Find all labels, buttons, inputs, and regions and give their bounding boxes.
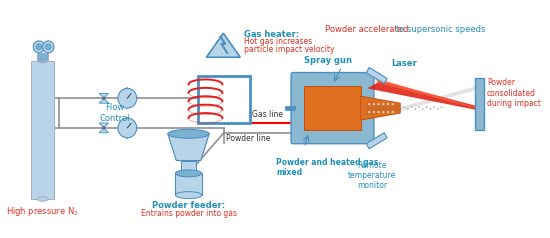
- Text: Hot gas increases: Hot gas increases: [244, 37, 312, 46]
- Bar: [181, 160, 196, 175]
- Circle shape: [118, 118, 137, 138]
- Circle shape: [399, 108, 401, 110]
- Ellipse shape: [175, 192, 202, 198]
- Circle shape: [118, 88, 137, 108]
- Text: particle impact velocity: particle impact velocity: [244, 45, 334, 54]
- Circle shape: [377, 111, 380, 113]
- Circle shape: [103, 127, 105, 129]
- Circle shape: [43, 41, 54, 53]
- Bar: [37, 53, 48, 61]
- Ellipse shape: [168, 129, 209, 138]
- Polygon shape: [366, 133, 387, 149]
- Bar: [126, 87, 128, 109]
- Circle shape: [418, 106, 420, 108]
- Text: Gas heater:: Gas heater:: [244, 30, 299, 39]
- Circle shape: [382, 111, 384, 113]
- Bar: [126, 117, 128, 139]
- Circle shape: [368, 103, 370, 105]
- Text: Powder feeder:: Powder feeder:: [152, 201, 225, 210]
- Polygon shape: [377, 79, 477, 109]
- Circle shape: [422, 108, 424, 110]
- Circle shape: [382, 103, 384, 105]
- Circle shape: [392, 103, 394, 105]
- Ellipse shape: [37, 59, 48, 63]
- Bar: [198, 75, 250, 123]
- Circle shape: [430, 108, 431, 110]
- Polygon shape: [361, 96, 400, 120]
- Circle shape: [36, 44, 42, 50]
- Text: Gas line: Gas line: [251, 110, 283, 119]
- Ellipse shape: [175, 170, 202, 177]
- Circle shape: [373, 111, 375, 113]
- Circle shape: [387, 103, 389, 105]
- Polygon shape: [99, 93, 108, 98]
- Polygon shape: [99, 123, 108, 128]
- Polygon shape: [99, 128, 108, 133]
- Text: Powder
consolidated
during impact: Powder consolidated during impact: [487, 78, 541, 108]
- Text: to supersonic speeds: to supersonic speeds: [397, 25, 486, 34]
- Circle shape: [368, 111, 370, 113]
- Text: Powder accelerated: Powder accelerated: [325, 25, 411, 34]
- Circle shape: [387, 111, 389, 113]
- Text: Spray gun: Spray gun: [304, 56, 352, 65]
- Text: Entrains powder into gas: Entrains powder into gas: [140, 209, 236, 218]
- Circle shape: [437, 108, 439, 110]
- Polygon shape: [367, 79, 477, 110]
- Circle shape: [426, 106, 427, 108]
- Circle shape: [377, 103, 380, 105]
- Bar: [175, 173, 202, 195]
- Polygon shape: [99, 98, 108, 103]
- Text: Powder line: Powder line: [226, 134, 270, 143]
- Bar: [285, 106, 295, 110]
- Circle shape: [33, 41, 45, 53]
- Bar: [304, 86, 361, 130]
- Circle shape: [410, 106, 412, 108]
- Text: Remote
temperature
monitor: Remote temperature monitor: [348, 160, 396, 190]
- Circle shape: [414, 108, 416, 110]
- Ellipse shape: [37, 197, 48, 201]
- Polygon shape: [365, 101, 399, 115]
- Polygon shape: [168, 134, 209, 160]
- Circle shape: [392, 111, 394, 113]
- Circle shape: [373, 103, 375, 105]
- Circle shape: [46, 44, 51, 50]
- Text: Flow
Control: Flow Control: [100, 103, 130, 123]
- Bar: [31, 61, 54, 199]
- Circle shape: [103, 97, 105, 99]
- Circle shape: [433, 106, 435, 108]
- Text: Laser: Laser: [391, 59, 416, 68]
- Text: Powder and heated gas
mixed: Powder and heated gas mixed: [276, 158, 378, 177]
- FancyBboxPatch shape: [291, 73, 374, 144]
- Circle shape: [441, 106, 443, 108]
- Polygon shape: [366, 68, 387, 84]
- Text: High pressure N$_2$: High pressure N$_2$: [7, 205, 79, 218]
- Circle shape: [407, 108, 409, 110]
- Circle shape: [403, 106, 405, 108]
- Polygon shape: [206, 33, 240, 57]
- Polygon shape: [400, 86, 476, 111]
- Bar: [476, 79, 484, 130]
